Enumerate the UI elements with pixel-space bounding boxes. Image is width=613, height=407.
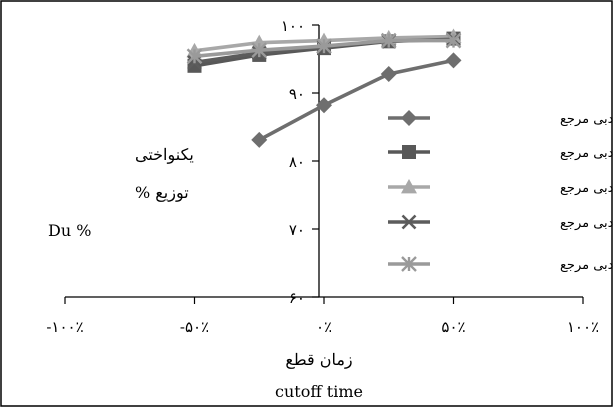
series-5-point <box>316 38 332 54</box>
legend-entry: ۲۵ % دبی مرجع <box>388 214 613 231</box>
series-1 <box>251 52 462 148</box>
y-tick-label: ۸۰ <box>289 153 305 171</box>
axes: -۱۰۰٪ -۵۰٪ ۰٪ ۵۰٪ ۱۰۰٪ ۶۰ ۷۰ ۸۰ ۹۰ ۱۰۰ <box>46 17 599 336</box>
legend-swatch-marker <box>401 256 417 272</box>
y-axis-title-line-3: Du % <box>48 221 91 240</box>
legend-swatch-marker <box>401 214 417 230</box>
series-5-point <box>251 42 268 59</box>
series-5-point <box>186 48 203 65</box>
legend: ۵۰%(-) دبی مرجع ۲۵ % (-) دبی مرجع دبی مرجع… <box>388 110 613 273</box>
legend-label: ۲۵ % (-) دبی مرجع <box>560 146 613 161</box>
legend-swatch-marker <box>402 145 416 159</box>
series-1-point <box>445 52 462 69</box>
y-axis-title-line-1: یکنواختی <box>135 145 194 164</box>
y-tick-label: ۶۰ <box>289 289 305 307</box>
x-tick-label: ۵۰٪ <box>441 318 465 336</box>
series-lines <box>186 28 462 148</box>
series-5-point <box>445 32 462 49</box>
y-tick-label: ۷۰ <box>289 221 305 239</box>
x-tick-label: -۱۰۰٪ <box>46 318 83 336</box>
x-tick-label: ۱۰۰٪ <box>567 318 599 336</box>
x-tick-label: -۵۰٪ <box>180 318 209 336</box>
legend-label: ۵۰%(-) دبی مرجع <box>560 112 613 127</box>
y-axis-title: یکنواختی توزیع % Du % <box>48 145 194 240</box>
legend-entry: ۵۰%(-) دبی مرجع <box>388 110 613 127</box>
y-tick-label: ۹۰ <box>289 85 305 103</box>
legend-entry: دبی مرجع <box>388 179 613 196</box>
legend-label: دبی مرجع <box>560 181 613 196</box>
y-tick-label: ۱۰۰ <box>281 17 305 35</box>
series-1-point <box>380 65 397 82</box>
series-1-point <box>251 131 268 148</box>
legend-label: ۲۵ % دبی مرجع <box>560 216 613 231</box>
series-1-point <box>316 97 332 114</box>
series-5-point <box>380 32 397 49</box>
series-1-line <box>258 58 454 142</box>
x-axis-title-english: cutoff time <box>275 382 363 401</box>
legend-entry: ۵۰ % دبی مرجع <box>388 256 613 273</box>
series-5 <box>186 32 462 65</box>
x-tick-label: ۰٪ <box>316 318 332 336</box>
x-axis-title: زمان قطع <box>285 350 352 369</box>
legend-entry: ۲۵ % (-) دبی مرجع <box>388 145 613 161</box>
legend-swatch-marker <box>401 110 417 126</box>
legend-label: ۵۰ % دبی مرجع <box>560 258 613 273</box>
y-axis-title-line-2: توزیع % <box>135 183 189 202</box>
legend-swatch-marker <box>401 179 417 194</box>
